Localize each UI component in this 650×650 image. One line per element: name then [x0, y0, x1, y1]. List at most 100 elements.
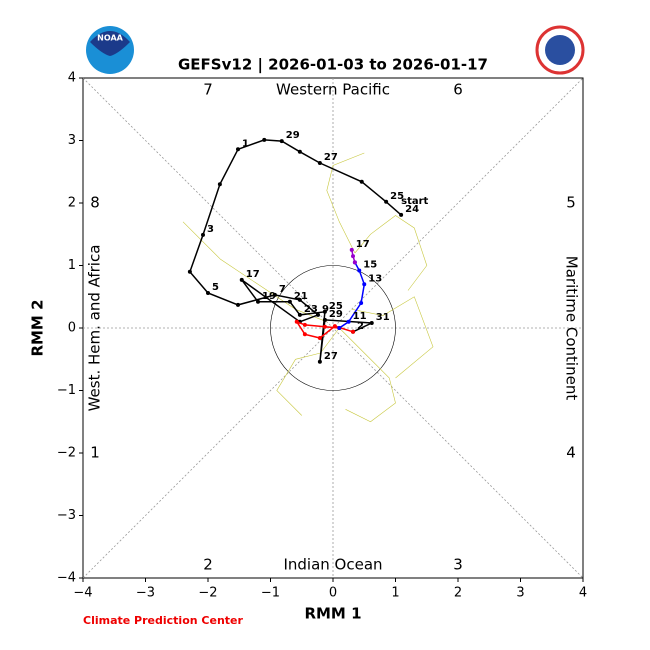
point: [272, 292, 277, 297]
point: [357, 268, 362, 273]
phase-label: 1: [90, 444, 100, 462]
point: [322, 324, 327, 329]
point: [359, 301, 364, 305]
point-label: 1: [242, 138, 249, 149]
y-tick-label: 4: [68, 71, 76, 86]
point: [201, 232, 205, 237]
logo-top: [90, 31, 130, 56]
phase-label: 2: [203, 556, 213, 574]
phase-label: 5: [566, 194, 576, 212]
y-tick-label: 3: [68, 133, 76, 148]
point: [337, 326, 342, 330]
point-label: 17: [246, 269, 260, 280]
phase-label: 8: [90, 194, 100, 212]
x-tick-label: 2: [454, 586, 462, 601]
trajectory: [294, 320, 354, 339]
region-label: Western Pacific: [276, 81, 390, 99]
point: [302, 332, 307, 337]
point-label: 19: [262, 291, 276, 302]
y-tick-label: −1: [57, 383, 76, 398]
region-label: Maritime Continent: [563, 256, 581, 401]
point-label: 7: [279, 284, 286, 295]
point-label: 5: [212, 282, 219, 293]
y-tick-label: 2: [68, 196, 76, 211]
point: [287, 299, 292, 304]
chart-title: GEFSv12 | 2026-01-03 to 2026-01-17: [178, 56, 488, 75]
point: [297, 149, 302, 154]
trajectory: [354, 215, 428, 291]
y-tick-label: −3: [57, 508, 76, 523]
trajectory: [339, 327, 396, 423]
point-label: 24: [405, 204, 419, 215]
point: [294, 319, 299, 324]
point-label: 15: [363, 260, 377, 271]
point: [399, 212, 404, 217]
start-label: start: [401, 196, 428, 207]
trajectory: [351, 296, 434, 379]
region-label: West. Hem. and Africa: [86, 245, 104, 412]
x-tick-label: 3: [516, 586, 524, 601]
point: [351, 254, 355, 259]
point: [217, 182, 222, 187]
trajectory: [189, 139, 402, 362]
point-label: 2: [357, 321, 364, 332]
point: [352, 260, 357, 265]
point: [317, 359, 322, 364]
point: [317, 336, 322, 340]
point: [297, 312, 302, 317]
trajectory: [276, 327, 340, 416]
point: [256, 299, 260, 304]
point-label: 27: [324, 152, 338, 163]
point: [279, 139, 284, 144]
phase-label: 3: [453, 556, 463, 574]
point: [359, 179, 364, 184]
point-label: 31: [376, 312, 390, 323]
y-tick-label: −4: [57, 571, 76, 586]
phase-label: 6: [453, 81, 463, 99]
noaa-logo: NOAA: [86, 26, 134, 74]
y-tick-label: 1: [68, 258, 76, 273]
point: [236, 147, 240, 152]
y-tick-label: −2: [57, 446, 76, 461]
point-label: 17: [356, 239, 370, 250]
point: [317, 161, 322, 165]
point-label: 25: [329, 301, 343, 312]
point: [322, 309, 327, 314]
x-tick-label: 4: [579, 586, 587, 601]
point-label: 13: [368, 273, 382, 284]
point: [346, 319, 351, 324]
x-tick-label: −1: [261, 586, 280, 601]
point: [332, 324, 337, 329]
point: [297, 297, 302, 302]
x-tick-label: 1: [391, 586, 399, 601]
point: [351, 329, 355, 334]
point-label: 11: [353, 311, 367, 322]
y-axis-label: RMM 2: [29, 299, 47, 356]
point: [302, 322, 307, 327]
point-label: 27: [324, 351, 338, 362]
unit-circle: [270, 265, 396, 391]
nws-center: [545, 35, 575, 65]
point-label: 3: [207, 224, 214, 235]
nws-logo: [535, 25, 585, 75]
point: [187, 269, 192, 274]
point-label: 29: [329, 309, 343, 320]
logo-text: NOAA: [97, 34, 123, 43]
point: [316, 312, 320, 317]
x-tick-label: −2: [198, 586, 217, 601]
point: [236, 302, 240, 307]
x-tick-label: −4: [73, 586, 92, 601]
point: [349, 247, 354, 252]
point: [362, 282, 367, 287]
y-tick-label: 0: [68, 321, 76, 336]
x-tick-label: 0: [329, 586, 337, 601]
point: [384, 199, 389, 204]
trajectory: [326, 152, 365, 254]
region-label: Indian Ocean: [283, 556, 382, 574]
x-axis-label: RMM 1: [304, 605, 361, 623]
credit: Climate Prediction Center: [83, 614, 243, 627]
phase-label: 7: [203, 81, 213, 99]
point-label: 9: [322, 304, 329, 315]
